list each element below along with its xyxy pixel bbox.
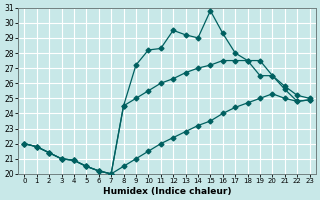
- X-axis label: Humidex (Indice chaleur): Humidex (Indice chaleur): [103, 187, 231, 196]
